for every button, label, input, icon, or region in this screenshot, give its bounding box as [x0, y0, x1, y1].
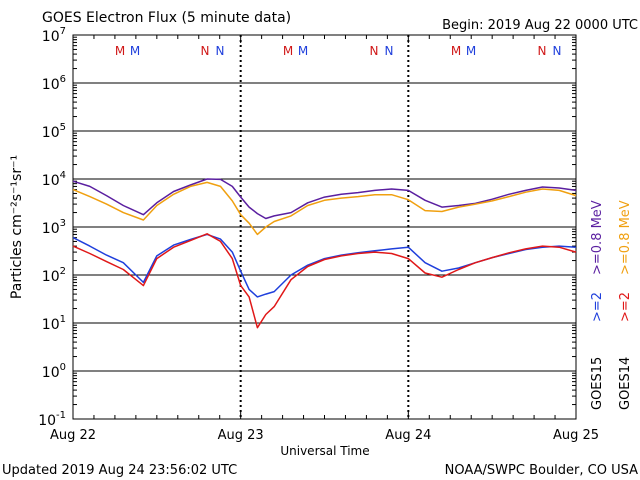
series-layer	[72, 178, 577, 329]
gridlines	[73, 36, 576, 406]
marker-m: M	[298, 44, 308, 58]
y-tick-label: 107	[42, 26, 66, 45]
marker-n: N	[201, 44, 210, 58]
right-legend: GOES15 >=2 >=0.8 MeV GOES14 >=2 >=0.8 Me…	[590, 200, 633, 410]
marker-m: M	[451, 44, 461, 58]
y-tick-label: 104	[42, 170, 66, 189]
legend-goes15-08mev: >=0.8 MeV	[590, 200, 605, 275]
credit-text: NOAA/SWPC Boulder, CO USA	[445, 463, 638, 478]
marker-n: N	[216, 44, 225, 58]
y-tick-labels: 10-1 100 101 102 103 104 105 106 107	[38, 26, 66, 429]
legend-goes15: GOES15	[590, 357, 605, 410]
series-goes14_2mev	[72, 233, 577, 329]
y-axis-label: Particles cm⁻²s⁻¹sr⁻¹	[9, 155, 25, 299]
legend-goes15-2mev: >=2	[590, 292, 605, 322]
x-axis-label: Universal Time	[280, 444, 369, 458]
x-tick-label: Aug 25	[553, 428, 599, 443]
begin-date: Begin: 2019 Aug 22 0000 UTC	[442, 18, 638, 33]
x-tick-label: Aug 24	[385, 428, 431, 443]
y-tick-label: 106	[42, 74, 66, 93]
marker-n: N	[385, 44, 394, 58]
marker-n: N	[370, 44, 379, 58]
marker-n: N	[538, 44, 547, 58]
y-tick-label: 100	[42, 362, 66, 381]
day-dividers	[72, 35, 577, 419]
legend-goes14-2mev: >=2	[618, 292, 633, 322]
updated-timestamp: Updated 2019 Aug 24 23:56:02 UTC	[2, 463, 237, 478]
y-tick-label: 105	[42, 122, 66, 141]
y-tick-label: 10-1	[38, 410, 66, 429]
x-tick-label: Aug 22	[50, 428, 96, 443]
marker-m: M	[283, 44, 293, 58]
marker-n: N	[553, 44, 562, 58]
marker-m: M	[115, 44, 125, 58]
chart-title: GOES Electron Flux (5 minute data)	[42, 10, 291, 26]
x-tick-labels: Aug 22 Aug 23 Aug 24 Aug 25	[50, 428, 599, 443]
y-tick-label: 101	[42, 314, 66, 333]
marker-m: M	[130, 44, 140, 58]
legend-goes14: GOES14	[618, 357, 633, 410]
series-goes15_08mev	[72, 178, 577, 220]
legend-goes14-08mev: >=0.8 MeV	[618, 200, 633, 275]
marker-m: M	[466, 44, 476, 58]
y-tick-label: 103	[42, 218, 66, 237]
series-goes14_08mev	[72, 181, 577, 236]
y-tick-label: 102	[42, 266, 66, 285]
x-tick-label: Aug 23	[218, 428, 264, 443]
